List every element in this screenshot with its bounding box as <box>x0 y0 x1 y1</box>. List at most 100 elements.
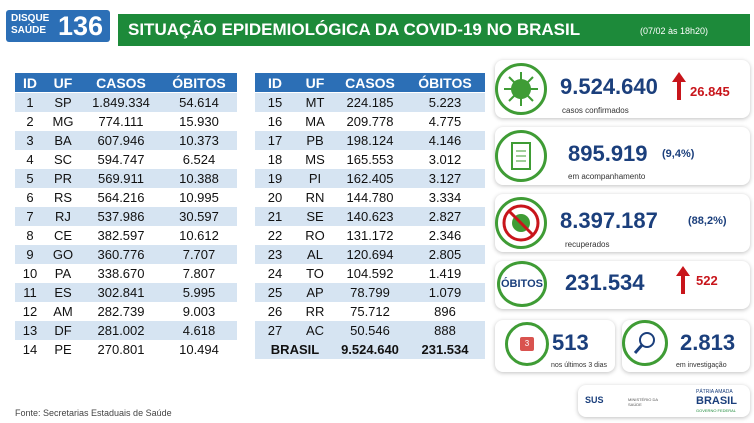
cell: 1 <box>26 95 34 110</box>
column-header: ID <box>268 74 282 91</box>
cell: 270.801 <box>97 342 145 357</box>
table-row: 9 GO 360.776 7.707 <box>15 245 237 264</box>
cell: 144.780 <box>346 190 394 205</box>
cell: 22 <box>267 228 283 243</box>
cell: ES <box>54 285 72 300</box>
cell: 7.707 <box>182 247 216 262</box>
table-header: ID UF CASOS ÓBITOS <box>15 73 237 92</box>
logo-bottom: SAÚDE <box>11 25 47 36</box>
column-header: UF <box>305 74 325 91</box>
table-row: 10 PA 338.670 7.807 <box>15 264 237 283</box>
table-row: 19 PI 162.405 3.127 <box>255 169 485 188</box>
cell: 888 <box>434 323 456 338</box>
column-header: CASOS <box>96 74 146 91</box>
cell: 131.172 <box>346 228 394 243</box>
cell: MG <box>52 114 74 129</box>
monitoring-value: 895.919 <box>568 141 648 166</box>
table-row: 16 MA 209.778 4.775 <box>255 112 485 131</box>
column-header: CASOS <box>345 74 395 91</box>
government: GOVERNO FEDERAL <box>696 408 737 413</box>
table-row: 23 AL 120.694 2.805 <box>255 245 485 264</box>
cell: AC <box>305 323 325 338</box>
cell: AM <box>53 304 73 319</box>
cell: MS <box>305 152 325 167</box>
slogan: PÁTRIA AMADA <box>696 389 733 395</box>
table-row: 21 SE 140.623 2.827 <box>255 207 485 226</box>
cell: 165.553 <box>346 152 394 167</box>
ministry-logo: MINISTÉRIO DA SAÚDE <box>628 397 658 407</box>
cell: 8 <box>26 228 34 243</box>
cell: 6 <box>26 190 34 205</box>
confirmed-delta: 26.845 <box>690 84 730 99</box>
cell: CE <box>53 228 73 243</box>
table-row: 8 CE 382.597 10.612 <box>15 226 237 245</box>
cell: 1.419 <box>428 266 462 281</box>
cell: 7.807 <box>182 266 216 281</box>
table-row: 22 RO 131.172 2.346 <box>255 226 485 245</box>
virus <box>504 72 538 106</box>
deaths-label: ÓBITOS <box>497 261 547 307</box>
cell: SP <box>54 95 72 110</box>
cell: 5.223 <box>428 95 462 110</box>
date: (07/02 às 18h20) <box>640 26 709 36</box>
total-cell: 231.534 <box>421 342 469 357</box>
cell: 569.911 <box>97 171 145 186</box>
cell: 5 <box>26 171 34 186</box>
cell: BA <box>54 133 72 148</box>
cell: 24 <box>267 266 283 281</box>
cell: 382.597 <box>97 228 145 243</box>
table-row: 7 RJ 537.986 30.597 <box>15 207 237 226</box>
cell: 5.995 <box>182 285 216 300</box>
column-header: UF <box>53 74 73 91</box>
cell: RJ <box>55 209 71 224</box>
cell: 224.185 <box>346 95 394 110</box>
cell: 896 <box>434 304 456 319</box>
cell: AP <box>306 285 324 300</box>
cell: 594.747 <box>97 152 145 167</box>
cell: 18 <box>267 152 283 167</box>
cell: 104.592 <box>346 266 394 281</box>
cell: 2.805 <box>428 247 462 262</box>
total-row: BRASIL 9.524.640 231.534 <box>255 340 485 359</box>
table-row: 27 AC 50.546 888 <box>255 321 485 340</box>
cell: RS <box>53 190 73 205</box>
cell: 4.146 <box>428 133 462 148</box>
cell: 209.778 <box>346 114 394 129</box>
cell: 3.127 <box>428 171 462 186</box>
source: Fonte: Secretarias Estaduais de Saúde <box>15 408 172 418</box>
cell: 10.612 <box>179 228 219 243</box>
cell: SE <box>306 209 324 224</box>
cell: 1.849.334 <box>92 95 150 110</box>
cell: 162.405 <box>346 171 394 186</box>
cell: 25 <box>267 285 283 300</box>
cell: 19 <box>267 171 283 186</box>
monitoring-percent: (9,4%) <box>662 148 695 160</box>
icon-virus <box>495 63 547 115</box>
cell: 30.597 <box>179 209 219 224</box>
cell: 11 <box>23 285 37 300</box>
cell: 78.799 <box>350 285 390 300</box>
cell: 302.841 <box>97 285 145 300</box>
total-cell: BRASIL <box>270 342 320 357</box>
cell: 6.524 <box>182 152 216 167</box>
cell: 537.986 <box>97 209 145 224</box>
cell: 360.776 <box>97 247 145 262</box>
icon-recovered <box>495 197 547 249</box>
recent-caption: nos últimos 3 dias <box>551 362 608 369</box>
magnifier <box>633 332 655 354</box>
recent-value: 513 <box>552 330 589 355</box>
cell: 23 <box>267 247 283 262</box>
logo-number: 136 <box>58 11 104 41</box>
cell: PI <box>308 171 322 186</box>
deaths-delta: 522 <box>696 273 718 288</box>
cell: 9 <box>26 247 34 262</box>
cell: 198.124 <box>346 133 394 148</box>
table-row: 6 RS 564.216 10.995 <box>15 188 237 207</box>
cell: PB <box>306 133 324 148</box>
table-row: 17 PB 198.124 4.146 <box>255 131 485 150</box>
cell: PE <box>54 342 72 357</box>
recovered-caption: recuperados <box>565 240 610 249</box>
cell: 10 <box>22 266 38 281</box>
cell: PA <box>54 266 72 281</box>
